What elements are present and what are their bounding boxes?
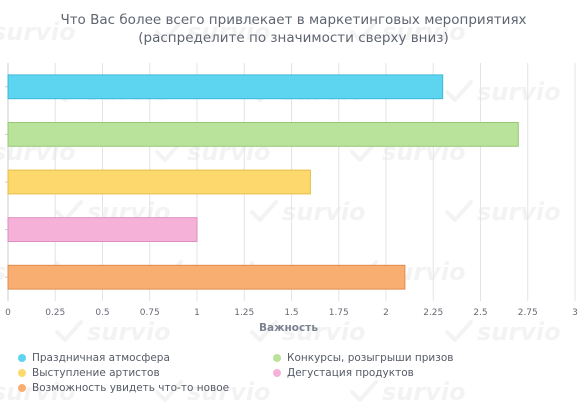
watermark-check-icon [445,320,473,342]
watermark-0-0: survio [0,18,76,46]
watermark-1-2: survio [445,78,561,106]
watermark-text: survio [382,378,466,406]
watermark-text: survio [477,78,561,106]
bar-2 [7,169,311,195]
x-tick-label-7: 1.75 [329,308,349,318]
legend-label-3: Дегустация продуктов [287,367,414,379]
watermark-text: survio [187,18,271,46]
watermark-check-icon [250,320,278,342]
watermark-check-icon [155,140,183,162]
watermark-5-2: survio [445,318,561,346]
legend-label-0: Праздничная атмосфера [32,352,170,364]
watermark-check-icon [350,20,378,42]
x-tick-label-5: 1.25 [234,308,254,318]
watermark-6-1: survio [155,378,271,406]
legend-label-2: Выступление артистов [32,367,160,379]
watermark-3-2: survio [445,198,561,226]
chart-title-line-2: (распределите по значимости сверху вниз) [138,30,449,46]
legend-item-0[interactable]: Праздничная атмосфера [18,350,170,366]
watermark-layer: survio survio survio survio survio survio surv… [0,18,561,406]
watermark-check-icon [250,200,278,222]
chart-legend: Праздничная атмосфера Конкурсы, розыгрыш… [18,350,578,400]
x-tick-label-6: 1.5 [284,308,298,318]
watermark-text: survio [87,318,171,346]
legend-label-4: Возможность увидеть что-то новое [32,382,230,394]
legend-swatch-4 [18,384,26,392]
legend-item-3[interactable]: Дегустация продуктов [273,365,414,381]
watermark-check-icon [55,320,83,342]
watermark-check-icon [445,200,473,222]
watermark-text: survio [187,378,271,406]
x-tick-label-1: 0.25 [45,308,65,318]
x-tick-label-4: 1 [194,308,200,318]
watermark-0-2: survio [350,18,466,46]
x-tick-label-11: 2.75 [518,308,538,318]
x-axis-label: Важность [259,322,318,334]
legend-swatch-1 [273,354,281,362]
x-tick-label-8: 2 [383,308,389,318]
watermark-text: survio [282,318,366,346]
watermark-text: survio [0,18,76,46]
watermark-text: survio [382,18,466,46]
legend-item-2[interactable]: Выступление артистов [18,365,160,381]
watermark-text: survio [477,318,561,346]
legend-swatch-0 [18,354,26,362]
chart-title-line-1: Что Вас более всего привлекает в маркети… [60,12,527,28]
x-tick-label-2: 0.5 [95,308,109,318]
watermark-5-1: survio [250,318,366,346]
watermark-3-1: survio [250,198,366,226]
watermark-check-icon [350,140,378,162]
bar-1 [7,122,519,147]
watermark-check-icon [350,380,378,402]
watermark-0-1: survio [155,18,271,46]
watermark-check-icon [155,20,183,42]
bar-0 [7,74,444,100]
watermark-check-icon [155,380,183,402]
legend-swatch-3 [273,369,281,377]
watermark-6-0: survio [0,378,76,406]
bar-3 [7,217,198,242]
x-tick-label-10: 2.5 [473,308,487,318]
legend-swatch-2 [18,369,26,377]
legend-item-4[interactable]: Возможность увидеть что-то новое [18,380,229,396]
watermark-text: survio [282,198,366,226]
watermark-check-icon [445,80,473,102]
watermark-text: survio [477,198,561,226]
x-tick-label-0: 0 [5,308,11,318]
x-tick-label-3: 0.75 [140,308,160,318]
watermark-6-2: survio [350,378,466,406]
watermark-5-0: survio [55,318,171,346]
legend-label-1: Конкурсы, розыгрыши призов [287,352,454,364]
legend-item-1[interactable]: Конкурсы, розыгрыши призов [273,350,453,366]
x-tick-label-12: 3 [572,308,578,318]
watermark-text: survio [0,378,76,406]
bar-4 [7,264,406,290]
x-tick-label-9: 2.25 [423,308,443,318]
